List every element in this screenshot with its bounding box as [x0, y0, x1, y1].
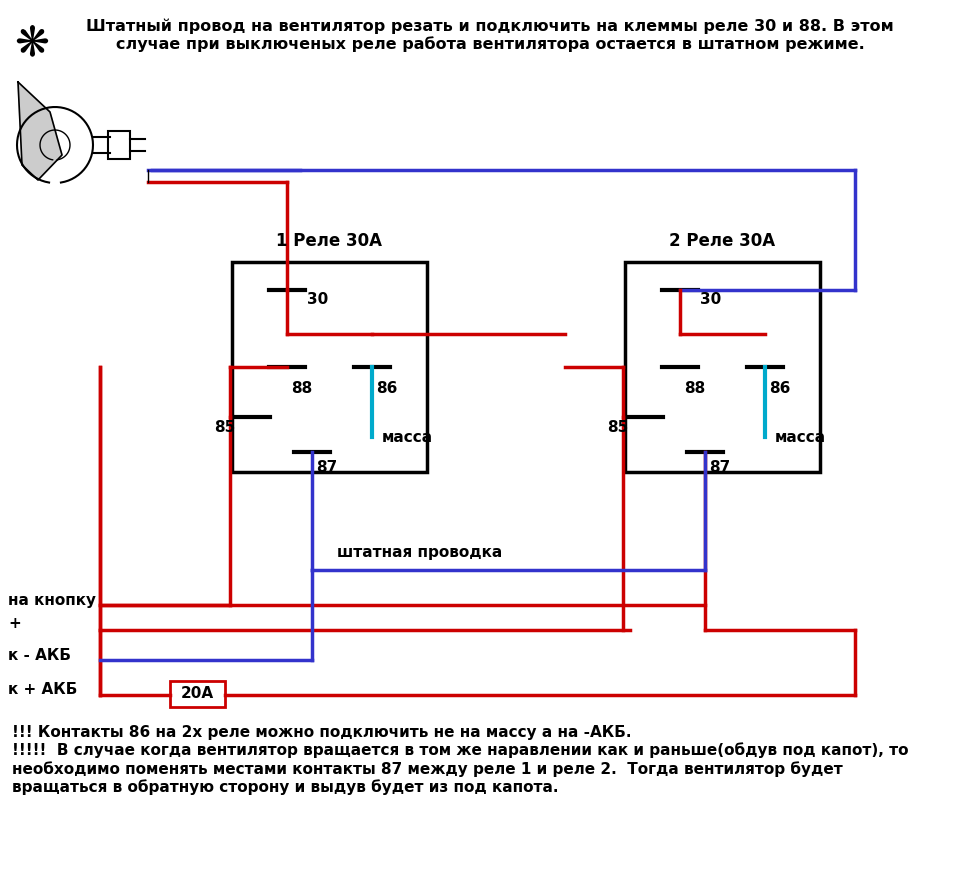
Bar [232, 262, 427, 472]
Text: на кнопку: на кнопку [8, 593, 96, 607]
Text: к + АКБ: к + АКБ [8, 682, 78, 698]
Text: 20А: 20А [180, 687, 213, 701]
Text: 2 Реле 30А: 2 Реле 30А [669, 232, 776, 250]
Polygon shape [18, 82, 62, 180]
Text: 88: 88 [291, 381, 312, 396]
Bar [625, 262, 820, 472]
Text: 86: 86 [769, 381, 790, 396]
Text: 85: 85 [607, 420, 628, 435]
Text: 85: 85 [214, 420, 235, 435]
Text: 87: 87 [709, 460, 731, 475]
Bar [170, 681, 225, 707]
Text: 30: 30 [307, 292, 328, 307]
Text: +: + [8, 615, 21, 631]
Text: ❋: ❋ [14, 22, 49, 64]
Text: штатная проводка: штатная проводка [337, 545, 502, 560]
Text: 1 Реле 30А: 1 Реле 30А [276, 232, 382, 250]
Text: 87: 87 [316, 460, 337, 475]
Text: масса: масса [775, 430, 827, 445]
Text: к - АКБ: к - АКБ [8, 647, 71, 662]
Text: !!! Контакты 86 на 2х реле можно подключить не на массу а на -АКБ.
!!!!!  В случ: !!! Контакты 86 на 2х реле можно подключ… [12, 725, 908, 795]
Bar [108, 131, 130, 159]
Text: 30: 30 [700, 292, 721, 307]
Text: Штатный провод на вентилятор резать и подключить на клеммы реле 30 и 88. В этом
: Штатный провод на вентилятор резать и по… [86, 18, 894, 52]
Text: 88: 88 [684, 381, 706, 396]
Text: 86: 86 [376, 381, 397, 396]
Text: масса: масса [382, 430, 433, 445]
